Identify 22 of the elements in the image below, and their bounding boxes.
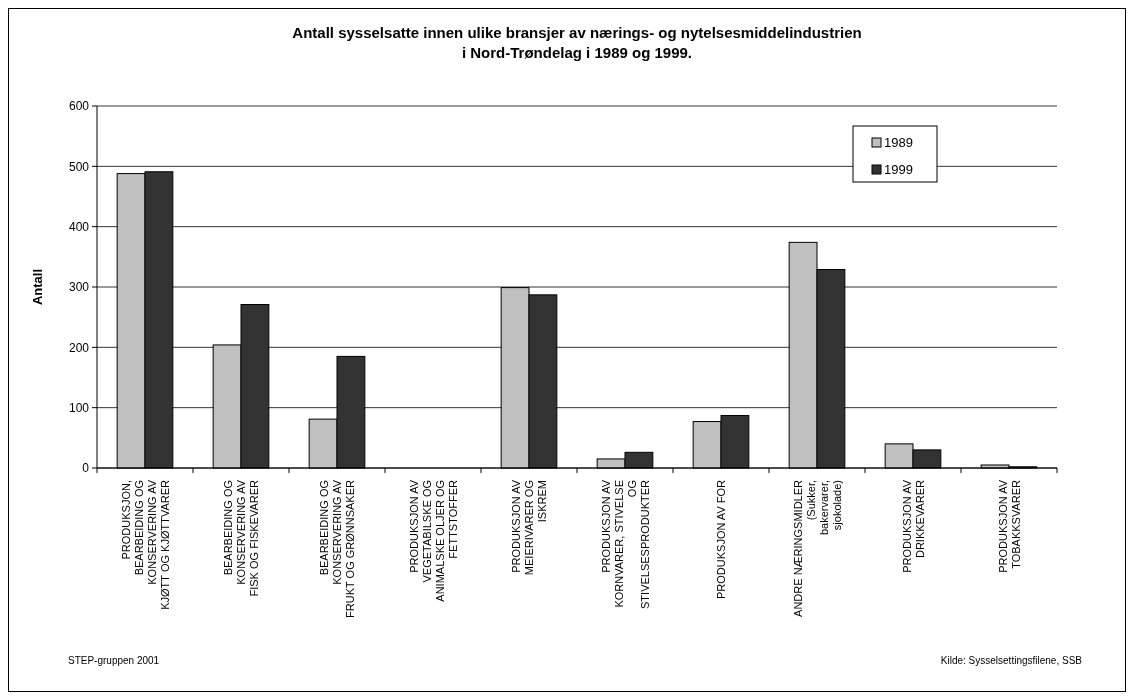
x-tick-label: BEARBEIDING OG KONSERVERING AV FRUKT OG GRØNNSAKER [318,479,356,618]
y-tick-label: 500 [68,159,90,174]
y-tick-label: 300 [68,280,90,295]
x-tick-label: PRODUKSJON AV KORNVARER, STIVELSE OG STIVELSESPRODUKTER [599,479,651,609]
legend-label: 1989 [884,135,913,150]
y-tick-label: 0 [82,461,90,476]
chart-title: Antall sysselsatte innen ulike bransjer av nærings- og nytelsesmiddelindustrien i Nord-Trøndelag i 1989 og 1999. [292,24,862,61]
y-tick-label: 200 [68,340,90,355]
x-tick-label: PRODUKSJON AV FOR [715,479,727,599]
x-tick-label: PRODUKSJON, BEARBEIDING OG KONSERVERING AV KJØTT OG KJØTTVARER [119,479,171,610]
legend-label: 1999 [884,162,913,177]
x-tick-label: BEARBEIDING OG KONSERVERING AV FISK OG FISKEVARER [222,479,260,597]
text: Kilde: Sysselsettingsfilene, SSB [940,655,1083,666]
y-tick-label: 100 [68,400,90,415]
y-axis-title: Antall [30,268,45,306]
text: STEP-gruppen 2001 [68,655,160,666]
x-tick-label: PRODUKSJON AV TOBAKKSVARER [996,479,1022,573]
y-tick-label: 600 [68,99,90,114]
y-tick-label: 400 [68,219,90,234]
x-tick-label: PRODUKSJON AV VEGETABILSKE OG ANIMALSKE OLJER OG FETTSTOFFER [407,479,459,602]
x-tick-label: ANDRE NÆRINGSMIDLER (Sukker, bakervarer, sjokolade) [791,479,843,617]
x-tick-label: PRODUKSJON AV MEIERIVARER OG ISKREM [510,479,548,576]
